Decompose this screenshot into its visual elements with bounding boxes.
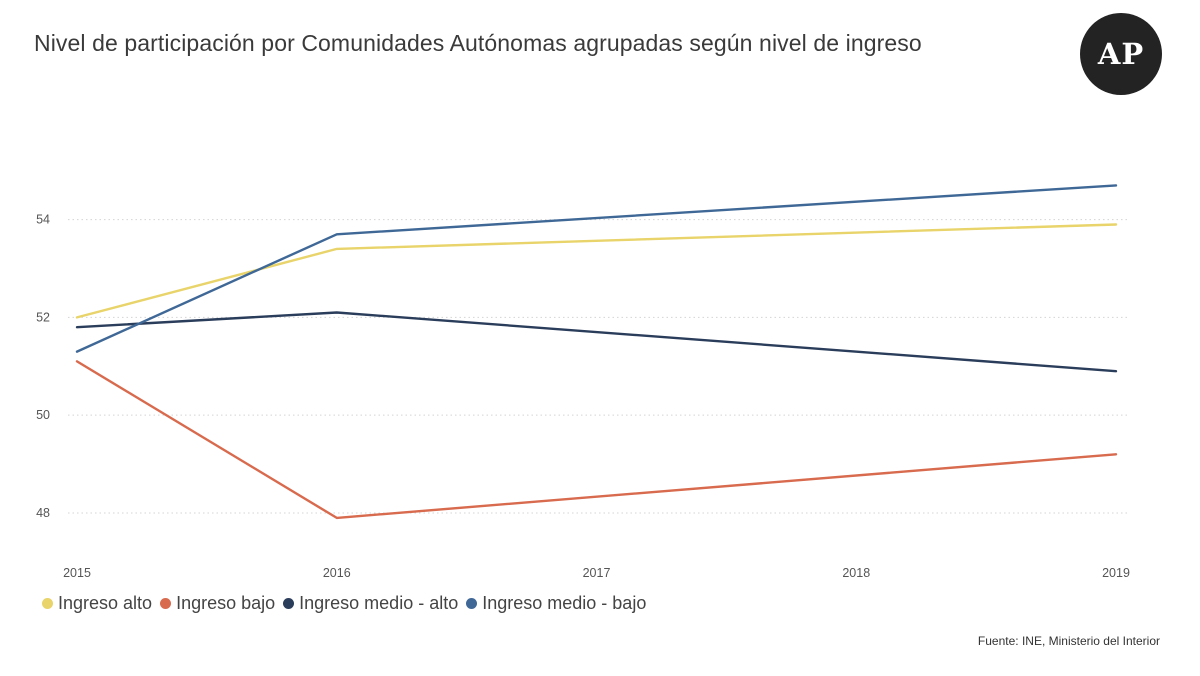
legend-item: Ingreso alto [42,593,152,614]
series-line-ingreso-alto [75,223,1118,319]
x-tick-label: 2015 [63,566,91,580]
legend-label: Ingreso medio - bajo [482,593,647,613]
y-axis-ticks: 48 50 52 54 [36,213,50,520]
grid-lines [68,219,1128,514]
legend-label: Ingreso bajo [176,593,276,613]
legend-marker [283,598,295,609]
x-tick-label: 2016 [323,566,351,580]
source-note: Fuente: INE, Ministerio del Interior [977,634,1160,648]
legend-item: Ingreso medio - bajo [466,593,646,614]
y-tick-label: 54 [36,213,50,227]
series-line-ingreso-medio-alto [75,311,1118,373]
x-tick-label: 2017 [583,566,611,580]
legend-marker [160,598,172,609]
legend-marker [42,598,53,609]
legend-label: Ingreso alto [58,593,153,613]
x-axis-ticks: 2015 2016 2017 2018 2019 [63,566,1130,580]
series-lines [75,184,1118,520]
legend-marker [466,598,478,609]
chart-legend: Ingreso alto Ingreso bajo Ingreso medio - … [42,593,654,614]
y-tick-label: 48 [36,506,50,520]
ap-logo: AP [1080,13,1162,95]
y-tick-label: 50 [36,408,50,422]
legend-item: Ingreso medio - alto [283,593,458,614]
legend-label: Ingreso medio - alto [299,593,459,613]
x-tick-label: 2019 [1102,566,1130,580]
series-line-ingreso-bajo [75,360,1118,520]
chart-title: Nivel de participación por Comunidades A… [34,30,922,56]
y-tick-label: 52 [36,310,50,324]
legend-item: Ingreso bajo [160,593,275,614]
x-tick-label: 2018 [842,566,870,580]
series-line-ingreso-medio-bajo [75,184,1118,353]
